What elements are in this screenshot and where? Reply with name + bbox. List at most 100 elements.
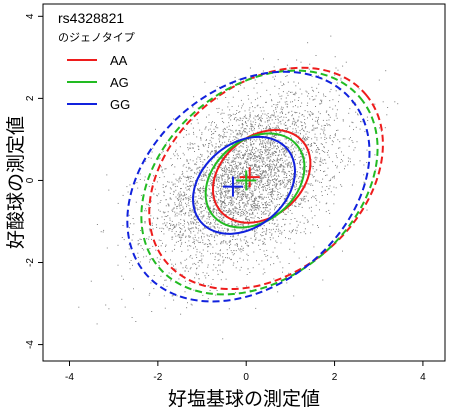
scatter-point (301, 129, 303, 130)
scatter-point (246, 219, 248, 221)
scatter-point (171, 238, 173, 240)
scatter-point (192, 221, 194, 223)
scatter-point (198, 208, 200, 210)
scatter-point (195, 164, 197, 166)
scatter-point (201, 232, 203, 234)
scatter-point (178, 178, 180, 179)
scatter-point (151, 222, 153, 224)
scatter-point (163, 233, 165, 235)
scatter-point (197, 167, 199, 169)
scatter-point (297, 224, 299, 226)
scatter-point (244, 191, 246, 193)
scatter-point (168, 272, 170, 274)
scatter-point (267, 181, 268, 182)
scatter-point (348, 160, 349, 162)
scatter-point (225, 145, 226, 146)
scatter-point (301, 142, 303, 144)
scatter-point (275, 179, 277, 180)
scatter-point (256, 212, 258, 214)
scatter-point (297, 120, 299, 122)
scatter-point (186, 185, 188, 187)
scatter-point (239, 257, 241, 259)
scatter-point (200, 197, 201, 199)
scatter-point (287, 191, 289, 193)
scatter-point (173, 190, 175, 192)
scatter-point (233, 170, 235, 172)
scatter-point (316, 87, 318, 89)
scatter-point (237, 172, 239, 174)
scatter-point (213, 212, 214, 214)
scatter-point (279, 139, 281, 141)
scatter-point (245, 228, 247, 230)
scatter-point (189, 198, 191, 200)
scatter-point (205, 206, 207, 208)
scatter-point (96, 224, 98, 225)
scatter-point (174, 233, 176, 235)
scatter-point (193, 216, 195, 218)
scatter-point (233, 224, 235, 226)
scatter-point (299, 88, 301, 90)
scatter-point (183, 208, 185, 210)
scatter-point (192, 183, 194, 185)
scatter-point (121, 298, 123, 300)
scatter-point (274, 186, 276, 188)
scatter-point (276, 167, 278, 169)
scatter-point (275, 116, 277, 118)
scatter-point (133, 288, 134, 290)
scatter-point (213, 219, 215, 221)
scatter-point (332, 141, 334, 143)
scatter-point (165, 244, 167, 246)
scatter-point (276, 125, 278, 127)
scatter-point (248, 109, 250, 111)
scatter-point (176, 223, 178, 225)
scatter-point (282, 271, 283, 273)
scatter-point (180, 197, 182, 199)
scatter-point (206, 189, 208, 191)
scatter-point (214, 226, 216, 228)
scatter-point (254, 231, 256, 233)
scatter-point (218, 259, 220, 261)
scatter-point (384, 127, 386, 129)
scatter-point (189, 180, 191, 182)
scatter-point (276, 160, 278, 162)
scatter-point (282, 169, 284, 171)
scatter-point (323, 93, 324, 95)
scatter-point (162, 211, 164, 213)
scatter-point (226, 188, 228, 190)
scatter-point (149, 261, 150, 263)
scatter-point (252, 242, 254, 244)
scatter-point (336, 117, 338, 119)
scatter-point (150, 215, 152, 217)
scatter-point (304, 127, 306, 129)
scatter-point (207, 239, 209, 241)
scatter-point (171, 250, 173, 252)
scatter-point (150, 282, 152, 284)
scatter-point (179, 180, 181, 182)
scatter-point (295, 176, 297, 178)
scatter-point (295, 130, 297, 132)
scatter-point (194, 172, 196, 173)
scatter-point (222, 188, 224, 190)
scatter-point (224, 145, 226, 147)
scatter-point (302, 167, 304, 169)
scatter-point (181, 171, 183, 173)
scatter-point (274, 178, 275, 180)
scatter-point (197, 232, 199, 234)
scatter-point (276, 199, 278, 200)
scatter-point (253, 209, 255, 211)
scatter-point (320, 170, 321, 171)
scatter-point (251, 155, 253, 157)
scatter-point (235, 182, 237, 184)
scatter-point (326, 186, 328, 187)
scatter-point (96, 323, 98, 325)
scatter-point (264, 139, 266, 141)
scatter-point (244, 114, 246, 116)
scatter-point (185, 198, 187, 200)
scatter-point (266, 127, 268, 129)
scatter-point (188, 177, 190, 179)
scatter-point (262, 187, 264, 189)
scatter-point (279, 121, 281, 123)
scatter-point (334, 175, 335, 177)
scatter-point (244, 210, 246, 211)
scatter-point (255, 151, 257, 153)
